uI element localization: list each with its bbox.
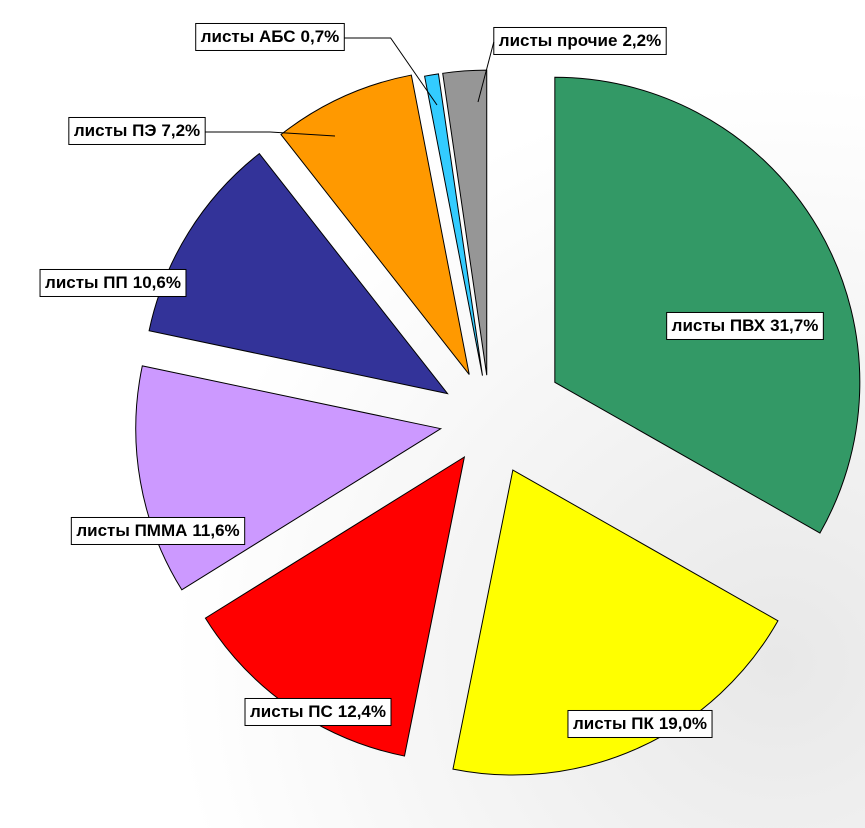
label-box <box>68 116 206 145</box>
label-value: 19,0% <box>659 714 707 733</box>
label-category: листы ПЭ <box>74 121 157 140</box>
label-text: листы прочие 2,2% <box>499 31 661 50</box>
label-category: листы прочие <box>499 31 618 50</box>
label-box <box>39 268 187 297</box>
label-text: листы ПММА 11,6% <box>76 521 239 540</box>
label-value: 7,2% <box>161 121 200 140</box>
slice-label: листы прочие 2,2% <box>477 26 667 103</box>
label-category: листы ПММА <box>76 521 187 540</box>
leader-line <box>477 41 495 103</box>
label-category: листы ПП <box>45 273 128 292</box>
label-text: листы ПЭ 7,2% <box>74 121 200 140</box>
label-text: листы ПВХ 31,7% <box>672 316 819 335</box>
label-value: 10,6% <box>133 273 181 292</box>
label-box <box>567 709 713 738</box>
label-box <box>493 26 667 55</box>
label-text: листы АБС 0,7% <box>201 27 340 46</box>
label-box <box>70 516 246 545</box>
pie-slice <box>554 76 861 534</box>
label-box <box>195 22 345 51</box>
label-value: 0,7% <box>301 27 340 46</box>
label-text: листы ПС 12,4% <box>250 702 386 721</box>
label-value: 11,6% <box>192 521 239 540</box>
label-box <box>244 697 392 726</box>
pie-slice <box>148 152 449 395</box>
label-box <box>666 311 824 340</box>
slice-label: листы ПММА 11,6% <box>70 516 246 545</box>
pie-slice <box>423 73 483 376</box>
slice-label: листы ПС 12,4% <box>244 697 392 726</box>
label-category: листы АБС <box>201 27 296 46</box>
slice-label: листы ПП 10,6% <box>39 268 187 297</box>
label-text: листы ПК 19,0% <box>573 714 707 733</box>
leader-line <box>205 131 336 137</box>
slice-label: листы ПК 19,0% <box>567 709 713 738</box>
leader-line <box>344 37 438 106</box>
label-category: листы ПС <box>250 702 333 721</box>
pie-slice <box>280 74 470 375</box>
label-category: листы ПВХ <box>672 316 766 335</box>
label-text: листы ПП 10,6% <box>45 273 181 292</box>
label-value: 31,7% <box>770 316 818 335</box>
label-category: листы ПК <box>573 714 654 733</box>
label-value: 2,2% <box>622 31 661 50</box>
pie-slice <box>452 469 779 776</box>
slice-label: листы ПВХ 31,7% <box>666 311 824 340</box>
slice-label: листы АБС 0,7% <box>195 22 438 106</box>
label-value: 12,4% <box>338 702 386 721</box>
slice-label: листы ПЭ 7,2% <box>68 116 336 145</box>
